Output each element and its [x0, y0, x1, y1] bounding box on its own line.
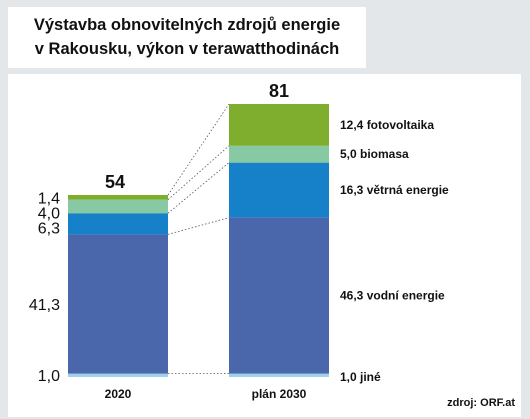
- bar-segment-vetrna-0: [68, 213, 168, 235]
- series-label-vodni: 46,3 vodní energie: [340, 289, 445, 303]
- bar-segment-vetrna-1: [229, 162, 329, 218]
- bar-segment-vodni-0: [68, 234, 168, 374]
- connector-line-vetrna: [167, 162, 230, 214]
- value-label-2020-jine: 1,0: [38, 368, 60, 385]
- bar-segment-fotovoltaika-1: [229, 104, 329, 146]
- source-label: zdroj: ORF.at: [447, 397, 515, 409]
- title-box: Výstavba obnovitelných zdrojů energie v …: [8, 7, 366, 68]
- series-label-fotovoltaika: 12,4 fotovoltaika: [340, 118, 434, 132]
- bar-segment-vodni-1: [229, 217, 329, 374]
- category-label-0: 2020: [105, 387, 132, 401]
- bar-segment-biomasa-1: [229, 145, 329, 163]
- category-label-1: plán 2030: [252, 387, 307, 401]
- bar-segment-jine-0: [68, 373, 168, 377]
- total-label-1: 81: [269, 81, 289, 101]
- bar-segment-jine-1: [229, 373, 329, 377]
- value-label-2020-biomasa: 4,0: [38, 205, 60, 222]
- series-label-vetrna: 16,3 větrná energie: [340, 183, 449, 197]
- value-label-2020-fotovoltaika: 1,4: [38, 190, 60, 207]
- value-label-2020-vodni: 41,3: [29, 297, 60, 314]
- bar-segment-biomasa-0: [68, 199, 168, 214]
- series-label-jine: 1,0 jiné: [340, 370, 381, 384]
- bar-segment-fotovoltaika-0: [68, 195, 168, 200]
- connector-line-biomasa: [167, 145, 230, 200]
- chart-title-line2: v Rakousku, výkon v terawatthodinách: [34, 40, 340, 58]
- value-label-2020-vetrna: 6,3: [38, 220, 60, 237]
- connector-line-vodni: [167, 217, 230, 235]
- chart-title-line1: Výstavba obnovitelných zdrojů energie: [33, 16, 341, 34]
- total-label-0: 54: [105, 172, 125, 192]
- series-label-biomasa: 5,0 biomasa: [340, 147, 409, 161]
- connector-line-top: [167, 103, 230, 196]
